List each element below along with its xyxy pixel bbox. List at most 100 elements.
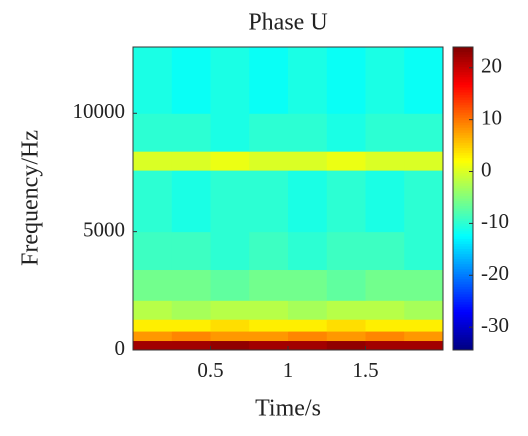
colorbar-swatch [453,72,473,76]
chart-title: Phase U [248,10,327,36]
colorbar-swatch [453,145,473,149]
cell [288,231,328,271]
colorbar-swatch [453,233,473,237]
cell [171,300,211,320]
colorbar-swatch [453,231,473,235]
cell [288,300,328,320]
colorbar-swatch [453,193,473,197]
cell [326,319,366,332]
colorbar-swatch [453,163,473,167]
colorbar-swatch [453,57,473,61]
colorbar-swatch [453,185,473,189]
cell [404,170,444,233]
colorbar-swatch [453,82,473,86]
cell [210,331,250,342]
colorbar-swatch [453,180,473,184]
colorbar-swatch [453,62,473,66]
cell [171,170,211,233]
x-tick-label: 1.5 [352,358,378,382]
colorbar-swatch [453,64,473,68]
colorbar-swatch [453,271,473,275]
cell [326,47,366,114]
colorbar-swatch [453,256,473,260]
cell [365,151,405,171]
cell [133,231,173,271]
cell [365,231,405,271]
cell [210,231,250,271]
colorbar-swatch [453,120,473,124]
colorbar-swatch [453,299,473,303]
colorbar-swatch [453,216,473,220]
cell [171,340,211,351]
cell [133,151,173,171]
cell [404,113,444,152]
colorbar-swatch [453,322,473,326]
cell [404,269,444,301]
cell [171,319,211,332]
cell [133,340,173,351]
colorbar-swatch [453,97,473,101]
cell [288,170,328,233]
cell [326,170,366,233]
colorbar-swatch [453,291,473,295]
cell [133,47,173,114]
colorbar-tick-label: 10 [481,105,502,129]
cell [365,47,405,114]
colorbar-swatch [453,281,473,285]
colorbar-swatch [453,312,473,316]
colorbar-swatch [453,279,473,283]
colorbar-swatch [453,89,473,93]
colorbar-swatch [453,201,473,205]
cell [365,331,405,342]
cell [404,319,444,332]
colorbar-swatch [453,84,473,88]
cell [288,340,328,351]
colorbar-swatch [453,329,473,333]
colorbar-swatch [453,286,473,290]
cell [133,170,173,233]
x-axis-label: Time/s [255,396,321,422]
colorbar-swatch [453,344,473,348]
cell [249,47,289,114]
cell [288,319,328,332]
colorbar-swatch [453,327,473,331]
colorbar-swatch [453,319,473,323]
colorbar-swatch [453,188,473,192]
cell [171,151,211,171]
cell [171,113,211,152]
colorbar-swatch [453,130,473,134]
colorbar-swatch [453,195,473,199]
colorbar-swatch [453,304,473,308]
colorbar-swatch [453,228,473,232]
colorbar-swatch [453,284,473,288]
cell [171,231,211,271]
colorbar-swatch [453,125,473,129]
colorbar-swatch [453,110,473,114]
cell [210,170,250,233]
cell [171,331,211,342]
cell [404,331,444,342]
colorbar-swatch [453,302,473,306]
colorbar-swatch [453,261,473,265]
cell [404,231,444,271]
y-tick-label: 5000 [83,217,125,241]
cell [326,331,366,342]
colorbar-swatch [453,54,473,58]
colorbar-swatch [453,112,473,116]
colorbar-swatch [453,74,473,78]
colorbar-swatch [453,117,473,121]
colorbar-swatch [453,339,473,343]
colorbar-swatch [453,140,473,144]
y-tick-label: 10000 [73,99,126,123]
cell [365,269,405,301]
colorbar-swatch [453,173,473,177]
colorbar-swatch [453,127,473,131]
colorbar-swatch [453,264,473,268]
colorbar-swatch [453,342,473,346]
cell [249,151,289,171]
colorbar-swatch [453,218,473,222]
cell [133,319,173,332]
colorbar-swatch [453,175,473,179]
colorbar-swatch [453,160,473,164]
colorbar-swatch [453,254,473,258]
